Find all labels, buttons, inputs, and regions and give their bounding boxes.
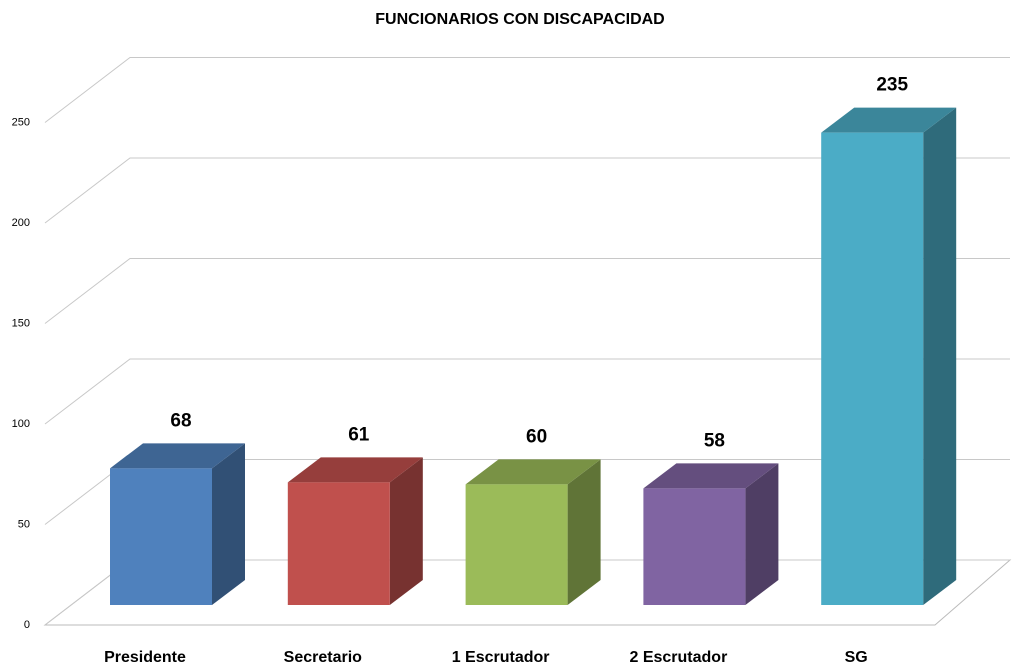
bar-front	[465, 484, 568, 605]
bar-top	[465, 459, 601, 485]
x-tick-label: 1 Escrutador	[452, 649, 550, 666]
chart-title: FUNCIONARIOS CON DISCAPACIDAD	[375, 11, 664, 28]
bar-front	[110, 468, 212, 605]
data-label: 68	[170, 410, 191, 431]
data-label: 61	[348, 424, 370, 445]
grid-line	[44, 258, 1010, 324]
bar-side	[389, 457, 423, 605]
bar	[110, 443, 245, 605]
data-label: 235	[876, 75, 908, 96]
y-tick-label: 250	[12, 116, 30, 128]
x-tick-label: Secretario	[284, 649, 362, 666]
bar	[287, 457, 423, 605]
y-tick-label: 100	[12, 418, 30, 430]
bar-side	[745, 463, 779, 605]
grid-line	[44, 57, 1010, 123]
bar-front	[643, 488, 746, 605]
grid-line	[44, 157, 1010, 224]
data-label: 60	[526, 426, 547, 447]
x-tick-label: 2 Escrutador	[629, 649, 727, 666]
grid-line	[44, 358, 1010, 425]
y-tick-label: 200	[12, 217, 30, 229]
bar	[821, 107, 957, 606]
bar-front	[821, 132, 924, 605]
bar	[643, 463, 779, 605]
bar-top	[643, 463, 779, 489]
bar-front	[287, 482, 390, 605]
bar	[465, 459, 601, 605]
bar-top	[287, 457, 423, 483]
x-tick-label: Presidente	[104, 649, 186, 666]
bar-side	[923, 107, 957, 606]
y-tick-label: 0	[24, 619, 30, 631]
bar-top	[110, 443, 245, 469]
y-tick-label: 50	[18, 518, 30, 530]
x-tick-label: SG	[845, 649, 868, 666]
y-tick-label: 150	[12, 317, 30, 329]
data-label: 58	[704, 430, 725, 451]
bar-side	[567, 459, 601, 605]
bar-side	[212, 443, 245, 605]
bar-top	[821, 107, 957, 133]
